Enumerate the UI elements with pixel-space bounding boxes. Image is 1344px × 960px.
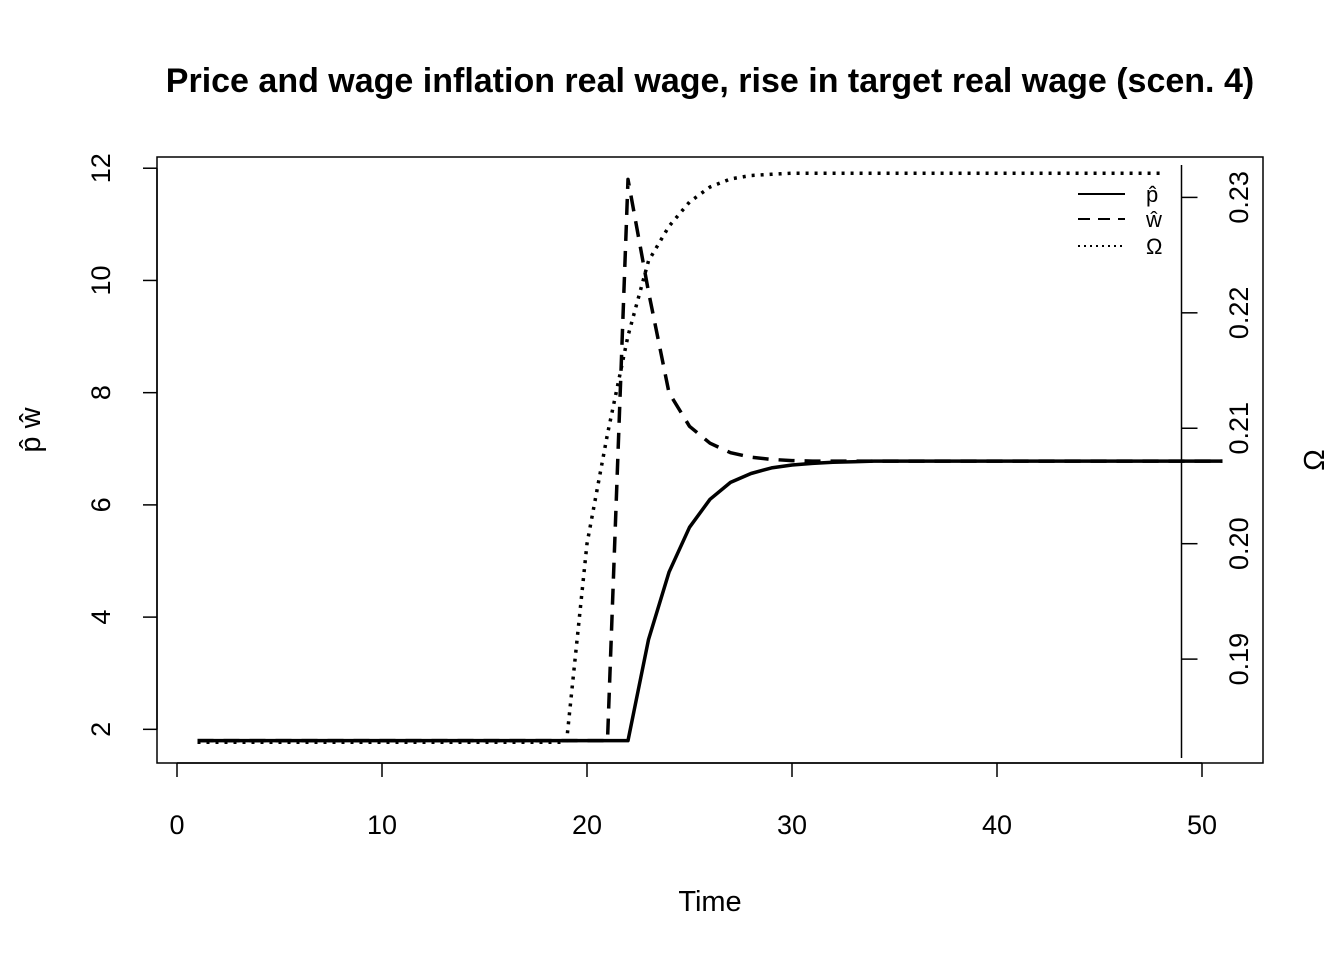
y-right-tick-label: 0.20 [1224, 517, 1254, 570]
x-tick-label: 40 [982, 810, 1012, 840]
y-left-tick-label: 12 [86, 153, 116, 183]
y-right-tick-label: 0.22 [1224, 287, 1254, 340]
y-left-tick-label: 2 [86, 722, 116, 737]
x-axis: 0 10 20 30 40 50 [169, 762, 1217, 840]
y-left-tick-label: 10 [86, 265, 116, 295]
y-left-tick-label: 8 [86, 385, 116, 400]
series-line-2 [197, 177, 1223, 743]
series-line-1 [197, 459, 1223, 743]
chart-title: Price and wage inflation real wage, rise… [166, 62, 1254, 100]
legend-label: Ω [1146, 234, 1162, 259]
x-axis-label: Time [678, 886, 741, 918]
legend-label: p̂ [1146, 182, 1158, 207]
x-tick-label: 10 [367, 810, 397, 840]
y-left-tick-label: 6 [86, 497, 116, 512]
y-left-tick-label: 4 [86, 610, 116, 625]
y-right-tick-label: 0.23 [1224, 171, 1254, 224]
y-axis-label-left: p̂ ŵ [15, 406, 47, 452]
x-tick-label: 50 [1187, 810, 1217, 840]
legend-label: ŵ [1145, 207, 1162, 232]
y-right-tick-label: 0.19 [1224, 633, 1254, 686]
legend: p̂ŵΩ [1078, 182, 1162, 259]
series-layer [197, 171, 1223, 744]
x-tick-label: 30 [777, 810, 807, 840]
y-axis-label-right: Ω [1299, 449, 1331, 471]
x-tick-label: 20 [572, 810, 602, 840]
series-line-3 [197, 171, 1161, 744]
y-axis-right: 0.19 0.20 0.21 0.22 0.23 [1180, 165, 1254, 758]
y-right-tick-label: 0.21 [1224, 402, 1254, 455]
y-axis-left: 2 4 6 8 10 12 [86, 153, 158, 737]
x-tick-label: 0 [169, 810, 184, 840]
